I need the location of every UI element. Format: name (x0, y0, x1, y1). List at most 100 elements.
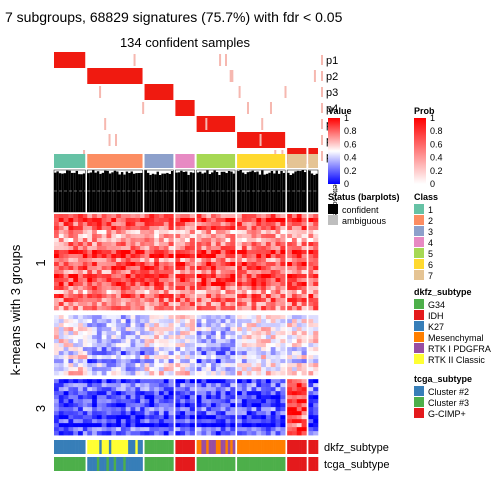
heatmap-cell (313, 335, 319, 340)
heatmap-cell (296, 274, 302, 279)
heatmap-cell (270, 298, 276, 303)
heatmap-cell (116, 258, 122, 263)
heatmap-cell (256, 359, 262, 364)
heatmap-cell (275, 367, 281, 372)
dkfz-subtype-label: dkfz_subtype (324, 442, 389, 454)
heatmap-cell (201, 238, 207, 243)
heatmap-cell (313, 306, 319, 311)
heatmap-cell (135, 214, 141, 219)
heatmap-cell (92, 327, 98, 332)
heatmap-cell (275, 347, 281, 352)
heatmap-cell (149, 274, 155, 279)
heatmap-cell (63, 306, 69, 311)
heatmap-cell (58, 234, 64, 239)
prob-faint-cell (99, 86, 102, 98)
heatmap-cell (58, 270, 64, 275)
heatmap-cell (58, 282, 64, 287)
prob-faint-cell (238, 86, 241, 98)
heatmap-cell (144, 226, 150, 231)
heatmap-cell (168, 391, 174, 396)
heatmap-cell (63, 339, 69, 344)
heatmap-cell (82, 327, 88, 332)
heatmap-cell (225, 343, 231, 348)
heatmap-cell (135, 431, 141, 436)
heatmap-cell (168, 407, 174, 412)
heatmap-cell (87, 266, 93, 271)
heatmap-cell (201, 371, 207, 376)
heatmap-cell (130, 254, 136, 259)
heatmap-cell (196, 230, 202, 235)
heatmap-cell (230, 423, 236, 428)
heatmap-cell (163, 327, 169, 332)
dkfz-cell (111, 440, 114, 454)
heatmap-cell (82, 262, 88, 267)
heatmap-cell (270, 214, 276, 219)
heatmap-cell (125, 399, 131, 404)
heatmap-cell (280, 250, 286, 255)
heatmap-cell (308, 258, 314, 263)
heatmap-cell (220, 278, 226, 283)
heatmap-cell (287, 266, 293, 271)
heatmap-cell (246, 391, 252, 396)
heatmap-cell (135, 371, 141, 376)
heatmap-cell (220, 298, 226, 303)
heatmap-cell (54, 335, 60, 340)
class-legend-item: 6 (428, 260, 433, 270)
dkfz-cell (158, 440, 162, 454)
heatmap-cell (58, 290, 64, 295)
heatmap-cell (265, 222, 272, 227)
heatmap-cell (149, 391, 155, 396)
heatmap-cell (308, 427, 314, 432)
heatmap-cell (111, 302, 117, 307)
heatmap-cell (154, 294, 160, 299)
heatmap-cell (301, 363, 307, 368)
heatmap-cell (196, 423, 202, 428)
heatmap-cell (149, 327, 155, 332)
heatmap-cell (246, 419, 252, 424)
heatmap-cell (201, 226, 207, 231)
heatmap-cell (158, 339, 165, 344)
heatmap-cell (251, 415, 257, 420)
prob-faint-cell (104, 118, 107, 130)
heatmap-cell (154, 407, 160, 412)
heatmap-cell (96, 214, 102, 219)
heatmap-cell (246, 222, 252, 227)
heatmap-cell (78, 351, 84, 356)
heatmap-cell (92, 230, 98, 235)
heatmap-cell (163, 246, 169, 251)
heatmap-cell (185, 359, 191, 364)
heatmap-cell (296, 383, 302, 388)
heatmap-cell (54, 270, 60, 275)
prob-faint-cell (224, 54, 227, 66)
heatmap-cell (54, 306, 60, 311)
heatmap-cell (130, 222, 136, 227)
tcga-cell (211, 457, 214, 471)
heatmap-cell (158, 302, 165, 307)
heatmap-cell (251, 226, 257, 231)
heatmap-cell (185, 294, 191, 299)
heatmap-cell (135, 359, 141, 364)
heatmap-cell (111, 403, 117, 408)
heatmap-cell (130, 427, 136, 432)
heatmap-cell (54, 274, 60, 279)
heatmap-cell (125, 250, 131, 255)
heatmap-cell (135, 298, 141, 303)
heatmap-cell (225, 371, 231, 376)
heatmap-cell (82, 399, 88, 404)
heatmap-cell (241, 226, 247, 231)
heatmap-cell (149, 258, 155, 263)
heatmap-cell (154, 343, 160, 348)
heatmap-cell (54, 298, 60, 303)
heatmap-cell (78, 339, 84, 344)
heatmap-cell (106, 282, 112, 287)
heatmap-cell (135, 286, 141, 291)
heatmap-cell (163, 427, 169, 432)
heatmap-cell (54, 395, 60, 400)
heatmap-cell (189, 347, 195, 352)
heatmap-cell (206, 278, 212, 283)
heatmap-cell (78, 270, 84, 275)
heatmap-cell (301, 294, 307, 299)
heatmap-cell (296, 246, 302, 251)
heatmap-cell (313, 319, 319, 324)
dkfz-cell (192, 440, 195, 454)
